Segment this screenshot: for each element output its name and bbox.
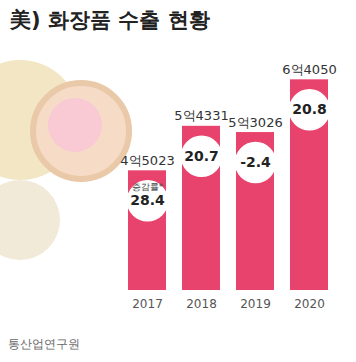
svg-text:2017: 2017 bbox=[132, 297, 163, 311]
svg-text:6억4050: 6억4050 bbox=[282, 62, 336, 77]
svg-text:2020: 2020 bbox=[294, 297, 325, 311]
svg-text:20.8: 20.8 bbox=[292, 101, 327, 117]
svg-text:-2.4: -2.4 bbox=[240, 154, 271, 170]
svg-text:28.4: 28.4 bbox=[130, 192, 165, 208]
svg-text:4억5023: 4억5023 bbox=[120, 153, 174, 168]
svg-text:2018: 2018 bbox=[186, 297, 217, 311]
html-text:통산업연구원: 통산업연구원 bbox=[8, 337, 80, 351]
svg-text:5억4331: 5억4331 bbox=[174, 108, 228, 123]
svg-text:20.7: 20.7 bbox=[184, 148, 219, 164]
svg-text:증감률*: 증감률* bbox=[132, 182, 164, 192]
svg-text:2019: 2019 bbox=[240, 297, 271, 311]
svg-text:5억3026: 5억3026 bbox=[228, 115, 282, 130]
html-text:美) 화장품 수출 현황: 美) 화장품 수출 현황 bbox=[10, 8, 210, 32]
